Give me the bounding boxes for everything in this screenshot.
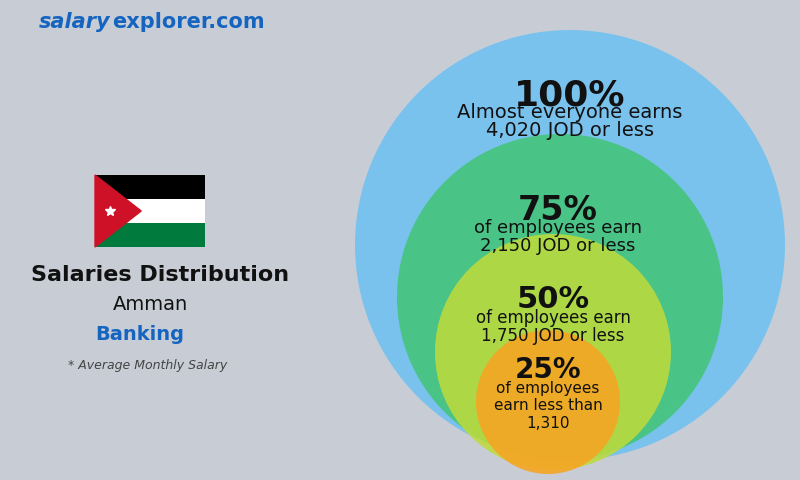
Bar — [95, 199, 205, 223]
Circle shape — [435, 234, 671, 470]
Polygon shape — [95, 175, 141, 247]
Text: of employees earn: of employees earn — [474, 219, 642, 237]
Text: Amman: Amman — [112, 296, 188, 314]
Text: 50%: 50% — [517, 286, 590, 314]
Text: 100%: 100% — [514, 78, 626, 112]
Text: salary: salary — [38, 12, 110, 32]
Text: explorer.com: explorer.com — [112, 12, 265, 32]
Text: 25%: 25% — [514, 356, 582, 384]
Bar — [95, 223, 205, 247]
Text: of employees: of employees — [496, 381, 600, 396]
Text: 1,310: 1,310 — [526, 417, 570, 432]
Text: Salaries Distribution: Salaries Distribution — [31, 265, 289, 285]
Text: * Average Monthly Salary: * Average Monthly Salary — [68, 359, 228, 372]
Text: Banking: Banking — [95, 325, 185, 345]
Text: 1,750 JOD or less: 1,750 JOD or less — [482, 327, 625, 345]
Circle shape — [355, 30, 785, 460]
Text: 2,150 JOD or less: 2,150 JOD or less — [480, 237, 636, 255]
Circle shape — [476, 330, 620, 474]
Text: earn less than: earn less than — [494, 398, 602, 413]
Text: of employees earn: of employees earn — [475, 309, 630, 327]
Text: 75%: 75% — [518, 193, 598, 227]
Text: Almost everyone earns: Almost everyone earns — [458, 104, 682, 122]
Text: 4,020 JOD or less: 4,020 JOD or less — [486, 121, 654, 141]
Circle shape — [397, 134, 723, 460]
Bar — [95, 175, 205, 199]
